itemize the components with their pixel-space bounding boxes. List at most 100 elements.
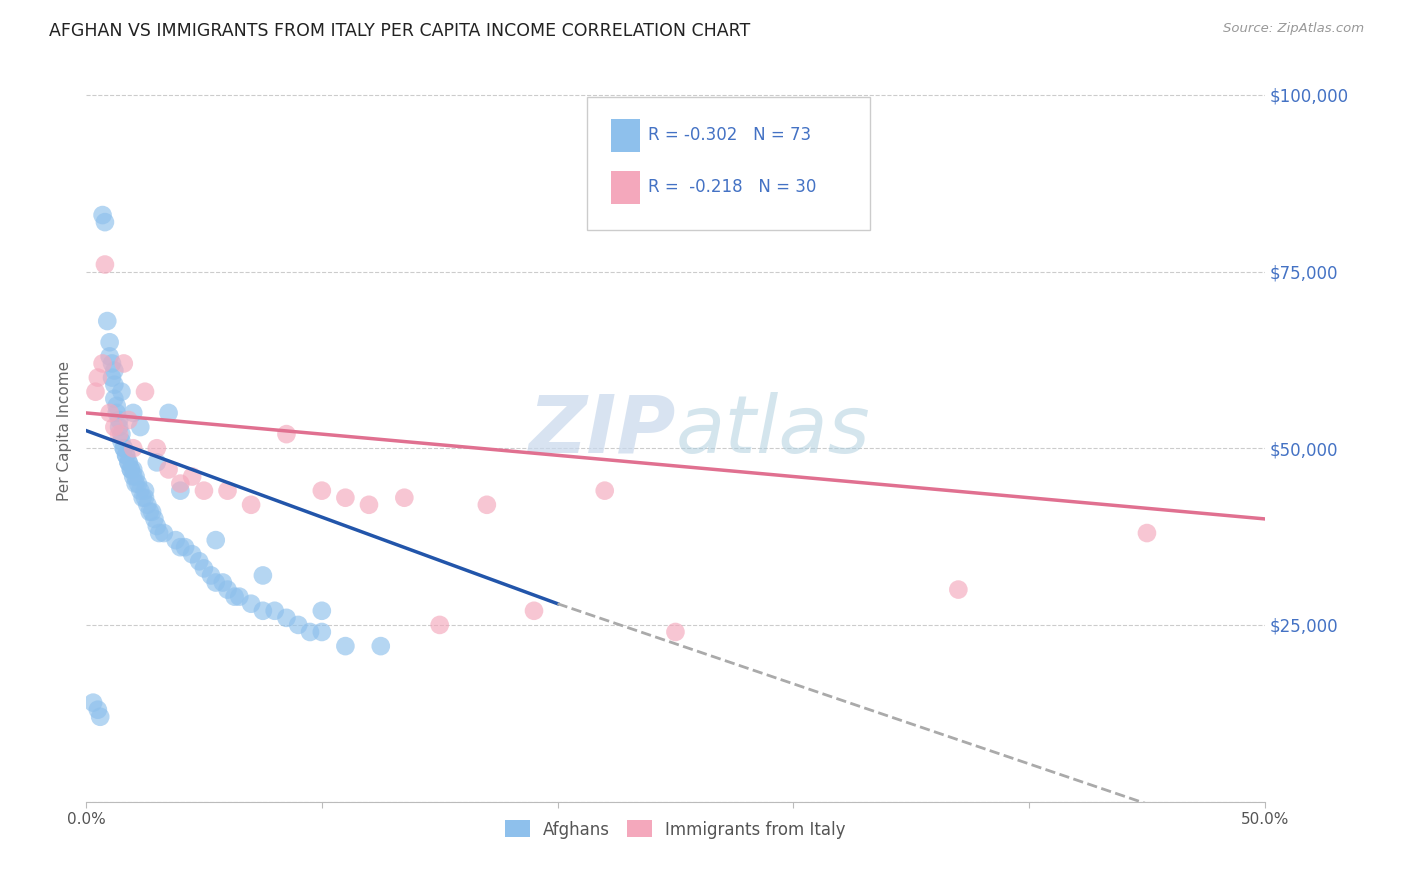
Point <box>523 604 546 618</box>
Point <box>240 597 263 611</box>
Text: Source: ZipAtlas.com: Source: ZipAtlas.com <box>1223 22 1364 36</box>
Point <box>115 448 138 462</box>
Point <box>127 476 149 491</box>
Y-axis label: Per Capita Income: Per Capita Income <box>58 360 72 500</box>
Point <box>82 696 104 710</box>
Point <box>335 491 357 505</box>
Bar <box>610 171 640 204</box>
Point <box>240 498 263 512</box>
Point <box>429 618 451 632</box>
Text: AFGHAN VS IMMIGRANTS FROM ITALY PER CAPITA INCOME CORRELATION CHART: AFGHAN VS IMMIGRANTS FROM ITALY PER CAPI… <box>49 22 751 40</box>
Point <box>87 370 110 384</box>
Point <box>103 420 125 434</box>
Point <box>153 526 176 541</box>
Point <box>96 314 118 328</box>
Point <box>98 406 121 420</box>
Point <box>211 575 233 590</box>
Point <box>122 406 145 420</box>
Point <box>311 604 333 618</box>
Point <box>335 639 357 653</box>
Point <box>120 462 142 476</box>
Text: atlas: atlas <box>675 392 870 469</box>
Point <box>141 505 163 519</box>
Point <box>112 442 135 456</box>
Point <box>143 512 166 526</box>
Point <box>148 526 170 541</box>
Point <box>263 604 285 618</box>
Point <box>110 434 132 449</box>
Legend: Afghans, Immigrants from Italy: Afghans, Immigrants from Italy <box>498 814 852 846</box>
Point <box>129 420 152 434</box>
FancyBboxPatch shape <box>588 96 870 230</box>
Point <box>311 624 333 639</box>
Point <box>89 710 111 724</box>
Point <box>475 498 498 512</box>
Point <box>1136 526 1159 541</box>
Point <box>110 384 132 399</box>
Point <box>193 483 215 498</box>
Point <box>204 575 226 590</box>
Text: R =  -0.218   N = 30: R = -0.218 N = 30 <box>648 178 817 196</box>
Point <box>664 624 686 639</box>
Point <box>217 483 239 498</box>
Point <box>94 258 117 272</box>
Point <box>117 455 139 469</box>
Point <box>169 476 191 491</box>
Point <box>115 448 138 462</box>
Point <box>593 483 616 498</box>
Point <box>103 377 125 392</box>
Point <box>228 590 250 604</box>
Point <box>91 208 114 222</box>
Point <box>276 427 298 442</box>
Point <box>110 427 132 442</box>
Point <box>252 604 274 618</box>
Point <box>181 469 204 483</box>
Point <box>105 399 128 413</box>
Point <box>370 639 392 653</box>
Point <box>146 455 169 469</box>
Point <box>204 533 226 548</box>
Point <box>157 406 180 420</box>
Point <box>136 498 159 512</box>
Point <box>134 483 156 498</box>
Point <box>252 568 274 582</box>
Point <box>98 335 121 350</box>
Point <box>87 703 110 717</box>
Point <box>165 533 187 548</box>
Point <box>117 413 139 427</box>
Point <box>134 384 156 399</box>
Point <box>287 618 309 632</box>
Point <box>299 624 322 639</box>
Point <box>112 442 135 456</box>
Point <box>131 491 153 505</box>
Point <box>169 540 191 554</box>
Point <box>103 392 125 406</box>
Point <box>124 469 146 483</box>
Point <box>124 476 146 491</box>
Point <box>101 356 124 370</box>
Point <box>108 420 131 434</box>
Point <box>129 483 152 498</box>
Point <box>94 215 117 229</box>
Point <box>122 469 145 483</box>
Point <box>98 350 121 364</box>
Point <box>105 406 128 420</box>
Point <box>103 363 125 377</box>
Bar <box>610 119 640 153</box>
Point <box>200 568 222 582</box>
Point <box>193 561 215 575</box>
Point <box>146 519 169 533</box>
Point <box>84 384 107 399</box>
Point <box>174 540 197 554</box>
Point <box>134 491 156 505</box>
Point <box>138 505 160 519</box>
Point <box>112 356 135 370</box>
Point <box>122 462 145 476</box>
Point <box>188 554 211 568</box>
Point <box>157 462 180 476</box>
Point <box>276 611 298 625</box>
Point <box>224 590 246 604</box>
Point <box>394 491 416 505</box>
Point <box>217 582 239 597</box>
Point <box>311 483 333 498</box>
